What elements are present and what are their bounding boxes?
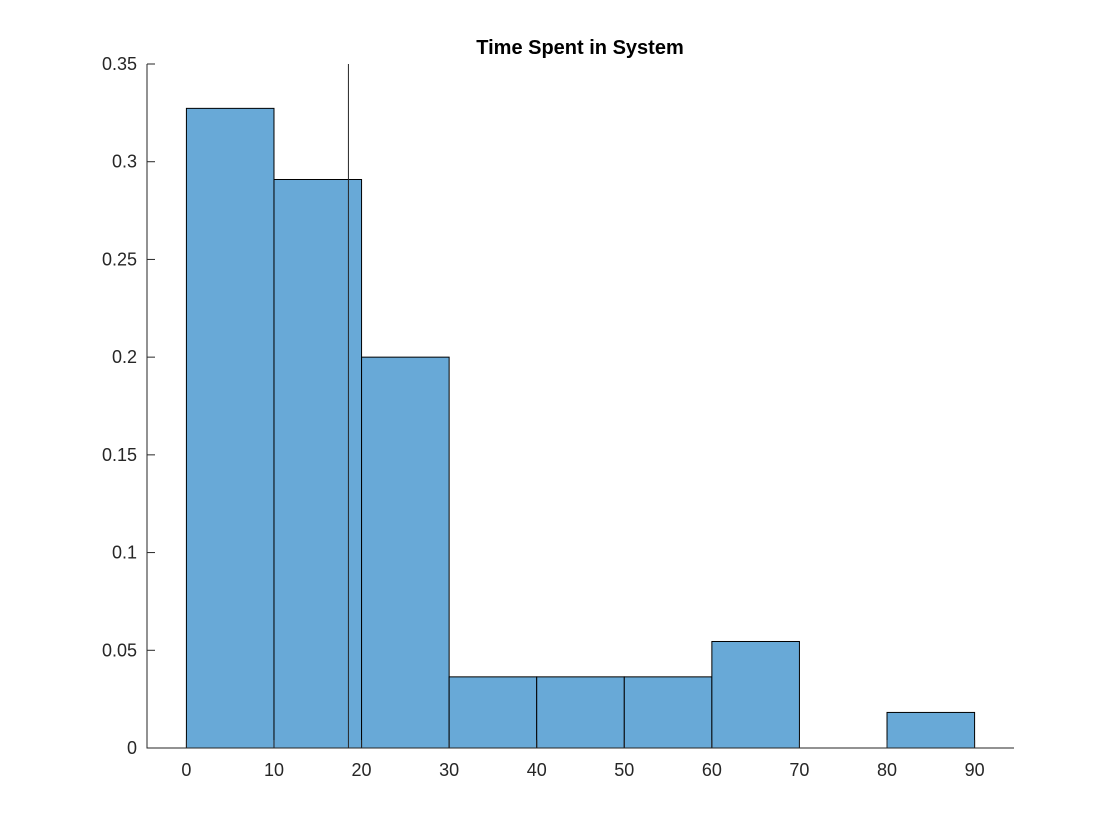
- y-tick-label: 0.25: [102, 249, 137, 269]
- histogram-bar: [711, 640, 800, 749]
- histogram-bar: [185, 107, 275, 749]
- histogram-bar: [361, 356, 450, 749]
- y-tick-label: 0.3: [112, 152, 137, 172]
- x-tick-label: 50: [614, 760, 634, 780]
- x-tick-label: 20: [352, 760, 372, 780]
- y-tick-label: 0.05: [102, 640, 137, 660]
- x-ticks-layer: 0 10 20 30 40 50 60 70 80 90: [181, 740, 985, 780]
- x-tick-label: 30: [439, 760, 459, 780]
- histogram-bar: [886, 711, 976, 749]
- y-tick-label: 0.2: [112, 347, 137, 367]
- x-tick-label: 0: [181, 760, 191, 780]
- y-tick-label: 0.35: [102, 54, 137, 74]
- x-tick-label: 10: [264, 760, 284, 780]
- x-tick-label: 80: [877, 760, 897, 780]
- histogram-bar: [448, 676, 538, 749]
- x-tick-label: 70: [789, 760, 809, 780]
- y-tick-label: 0.1: [112, 543, 137, 563]
- histogram-bar: [623, 676, 713, 749]
- bars-layer: [185, 107, 976, 749]
- y-ticks-layer: 0 0.05 0.1 0.15 0.2 0.25 0.3 0.35: [102, 54, 155, 758]
- histogram-bar: [536, 676, 625, 749]
- x-tick-label: 90: [965, 760, 985, 780]
- x-tick-label: 40: [527, 760, 547, 780]
- histogram-bar: [273, 178, 363, 749]
- y-tick-label: 0: [127, 738, 137, 758]
- y-tick-label: 0.15: [102, 445, 137, 465]
- x-tick-label: 60: [702, 760, 722, 780]
- chart-title: Time Spent in System: [476, 37, 683, 59]
- axes-layer: [146, 64, 1014, 749]
